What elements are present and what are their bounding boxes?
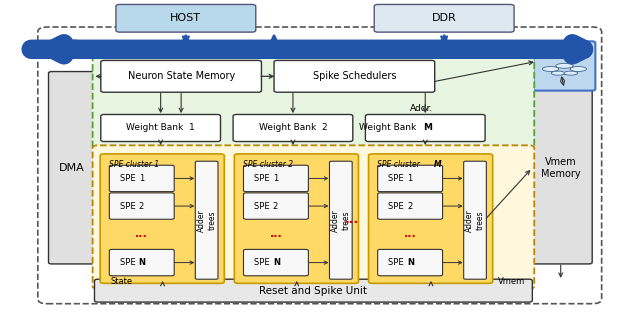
FancyBboxPatch shape: [100, 154, 224, 283]
Text: 2: 2: [273, 202, 278, 211]
Ellipse shape: [564, 71, 578, 75]
FancyBboxPatch shape: [234, 154, 358, 283]
Ellipse shape: [570, 66, 587, 72]
FancyBboxPatch shape: [93, 47, 534, 150]
Text: N: N: [407, 258, 414, 267]
FancyBboxPatch shape: [38, 27, 602, 304]
Text: M: M: [423, 123, 432, 133]
Text: ...: ...: [345, 213, 358, 226]
FancyBboxPatch shape: [110, 249, 174, 276]
Text: 1: 1: [139, 174, 144, 183]
FancyBboxPatch shape: [534, 41, 595, 91]
Text: SPE: SPE: [254, 174, 272, 183]
FancyBboxPatch shape: [94, 279, 532, 302]
FancyBboxPatch shape: [243, 249, 309, 276]
FancyBboxPatch shape: [378, 165, 442, 192]
Text: Spike Schedulers: Spike Schedulers: [312, 71, 396, 81]
FancyBboxPatch shape: [329, 161, 352, 279]
Text: SPE: SPE: [120, 174, 138, 183]
FancyBboxPatch shape: [110, 165, 174, 192]
Text: HOST: HOST: [170, 13, 202, 23]
Ellipse shape: [551, 71, 565, 75]
Text: SPE cluster 2: SPE cluster 2: [243, 160, 294, 169]
Text: SPE: SPE: [388, 202, 406, 211]
Text: N: N: [139, 258, 146, 267]
Text: SPE: SPE: [254, 202, 272, 211]
Text: SPE: SPE: [254, 258, 272, 267]
FancyBboxPatch shape: [101, 60, 261, 92]
Text: Weight Bank  1: Weight Bank 1: [126, 123, 195, 133]
FancyBboxPatch shape: [49, 72, 96, 264]
FancyBboxPatch shape: [243, 193, 309, 219]
FancyBboxPatch shape: [93, 145, 534, 289]
Text: Adder
trees: Adder trees: [466, 209, 484, 232]
FancyBboxPatch shape: [374, 4, 514, 32]
Text: Ctrl.: Ctrl.: [552, 46, 577, 56]
Text: Neuron State Memory: Neuron State Memory: [127, 71, 235, 81]
Text: Vmem: Vmem: [498, 277, 525, 286]
Text: SPE: SPE: [120, 202, 138, 211]
FancyBboxPatch shape: [274, 60, 435, 92]
Text: Weight Bank  2: Weight Bank 2: [259, 123, 327, 133]
FancyBboxPatch shape: [529, 72, 592, 264]
Text: ...: ...: [135, 229, 148, 239]
FancyBboxPatch shape: [233, 114, 353, 142]
Text: DMA: DMA: [59, 163, 85, 173]
Text: SPE: SPE: [388, 258, 406, 267]
Text: Weight Bank: Weight Bank: [359, 123, 422, 133]
Text: DDR: DDR: [432, 13, 457, 23]
Text: N: N: [273, 258, 280, 267]
FancyBboxPatch shape: [195, 161, 218, 279]
Text: Reset and Spike Unit: Reset and Spike Unit: [260, 286, 367, 296]
Text: SPE: SPE: [120, 258, 138, 267]
Text: SPE cluster 1: SPE cluster 1: [109, 160, 159, 169]
Text: SPE: SPE: [388, 174, 406, 183]
Text: Vmem
Memory: Vmem Memory: [541, 157, 580, 178]
FancyBboxPatch shape: [378, 193, 442, 219]
Ellipse shape: [556, 63, 573, 68]
Text: State: State: [110, 277, 132, 286]
Text: SPE cluster: SPE cluster: [377, 160, 423, 169]
FancyBboxPatch shape: [378, 249, 442, 276]
FancyBboxPatch shape: [464, 161, 486, 279]
Text: 1: 1: [273, 174, 278, 183]
FancyBboxPatch shape: [243, 165, 309, 192]
Text: Addr.: Addr.: [410, 104, 433, 113]
FancyBboxPatch shape: [101, 114, 220, 142]
Text: ...: ...: [404, 229, 416, 239]
Ellipse shape: [542, 66, 559, 72]
FancyBboxPatch shape: [116, 4, 256, 32]
FancyBboxPatch shape: [369, 154, 493, 283]
FancyBboxPatch shape: [110, 193, 174, 219]
Text: 1: 1: [407, 174, 412, 183]
Text: M: M: [434, 160, 442, 169]
Text: Adder
trees: Adder trees: [197, 209, 216, 232]
Text: ...: ...: [270, 229, 282, 239]
FancyBboxPatch shape: [365, 114, 485, 142]
Text: 2: 2: [407, 202, 412, 211]
Text: 2: 2: [139, 202, 144, 211]
Text: Adder
trees: Adder trees: [331, 209, 350, 232]
